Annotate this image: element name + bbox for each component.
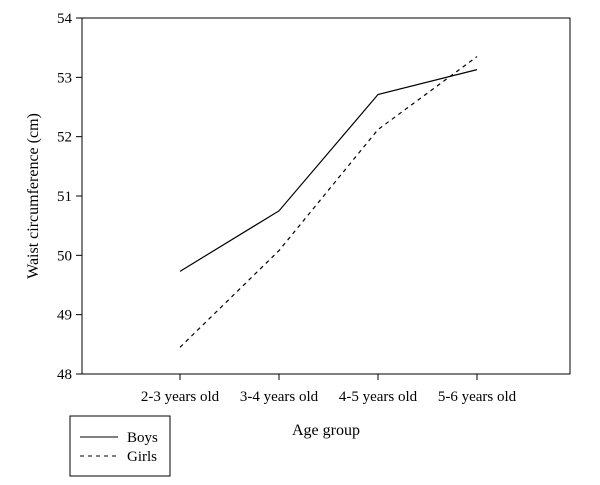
series-line-boys bbox=[179, 69, 478, 272]
x-axis-title: Age group bbox=[292, 422, 360, 439]
legend-box bbox=[69, 415, 171, 477]
y-tick-label: 53 bbox=[57, 70, 72, 86]
y-tick-label: 52 bbox=[57, 130, 72, 146]
legend-label-boys: Boys bbox=[127, 430, 158, 446]
legend-label-girls: Girls bbox=[127, 449, 157, 465]
y-tick-label: 54 bbox=[57, 11, 73, 27]
x-axis-ticks: 2-3 years old 3-4 years old 4-5 years old 5… bbox=[141, 374, 517, 405]
y-tick-label: 49 bbox=[57, 308, 72, 324]
legend: Boys Girls bbox=[69, 415, 171, 477]
y-tick-label: 51 bbox=[57, 189, 72, 205]
plot-frame bbox=[81, 17, 571, 375]
y-tick-label: 50 bbox=[57, 248, 72, 264]
x-tick-label: 3-4 years old bbox=[240, 389, 319, 405]
y-tick-label: 48 bbox=[57, 367, 72, 383]
y-axis-title: Waist circumference (cm) bbox=[25, 113, 42, 279]
series-line-girls bbox=[179, 56, 478, 348]
x-tick-label: 4-5 years old bbox=[339, 389, 418, 405]
y-axis-ticks: 48 49 50 51 52 53 54 bbox=[57, 11, 82, 383]
x-tick-label: 2-3 years old bbox=[141, 389, 220, 405]
x-tick-label: 5-6 years old bbox=[438, 389, 517, 405]
series-lines bbox=[179, 56, 478, 348]
